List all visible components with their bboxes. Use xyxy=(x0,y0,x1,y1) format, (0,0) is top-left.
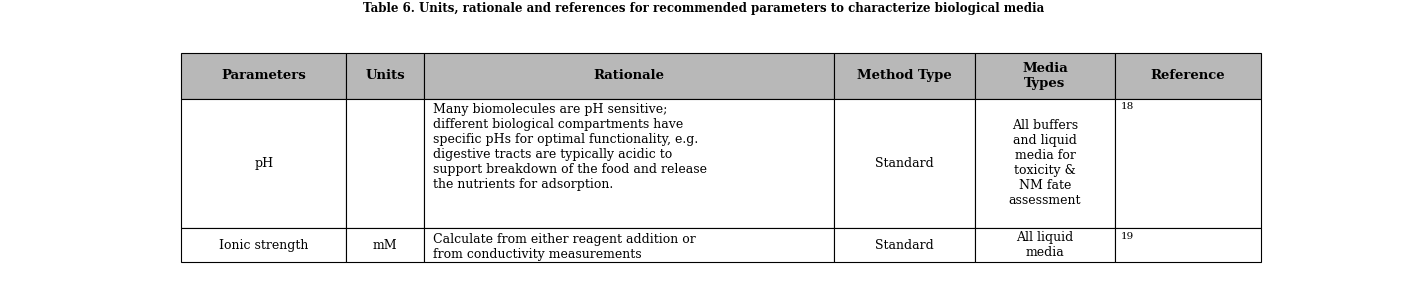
Text: Parameters: Parameters xyxy=(221,69,307,82)
Bar xyxy=(425,98,834,228)
Text: Method Type: Method Type xyxy=(857,69,953,82)
Text: All buffers
and liquid
media for
toxicity &
NM fate
assessment: All buffers and liquid media for toxicit… xyxy=(1009,119,1081,207)
Bar xyxy=(346,228,425,262)
Bar xyxy=(425,228,834,262)
Bar xyxy=(834,228,975,262)
Text: Units: Units xyxy=(366,69,405,82)
Text: mM: mM xyxy=(373,239,398,252)
Bar xyxy=(1116,228,1261,262)
Bar xyxy=(834,53,975,98)
Bar xyxy=(975,98,1116,228)
Text: Standard: Standard xyxy=(875,157,934,170)
Bar xyxy=(182,228,346,262)
Bar xyxy=(1116,53,1261,98)
Bar xyxy=(346,53,425,98)
Text: Ionic strength: Ionic strength xyxy=(219,239,308,252)
Bar xyxy=(834,98,975,228)
Text: 18: 18 xyxy=(1120,102,1134,111)
Text: Many biomolecules are pH sensitive;
different biological compartments have
speci: Many biomolecules are pH sensitive; diff… xyxy=(433,103,706,191)
Bar xyxy=(975,53,1116,98)
Bar xyxy=(346,98,425,228)
Text: Reference: Reference xyxy=(1151,69,1225,82)
Text: 19: 19 xyxy=(1120,232,1134,241)
Bar xyxy=(182,53,346,98)
Text: Media
Types: Media Types xyxy=(1021,62,1068,89)
Text: Table 6. Units, rationale and references for recommended parameters to character: Table 6. Units, rationale and references… xyxy=(363,2,1044,14)
Text: pH: pH xyxy=(255,157,273,170)
Text: All liquid
media: All liquid media xyxy=(1016,231,1074,259)
Bar xyxy=(425,53,834,98)
Text: Standard: Standard xyxy=(875,239,934,252)
Text: Rationale: Rationale xyxy=(594,69,666,82)
Bar xyxy=(182,98,346,228)
Text: Calculate from either reagent addition or
from conductivity measurements: Calculate from either reagent addition o… xyxy=(433,233,695,261)
Bar xyxy=(975,228,1116,262)
Bar xyxy=(1116,98,1261,228)
